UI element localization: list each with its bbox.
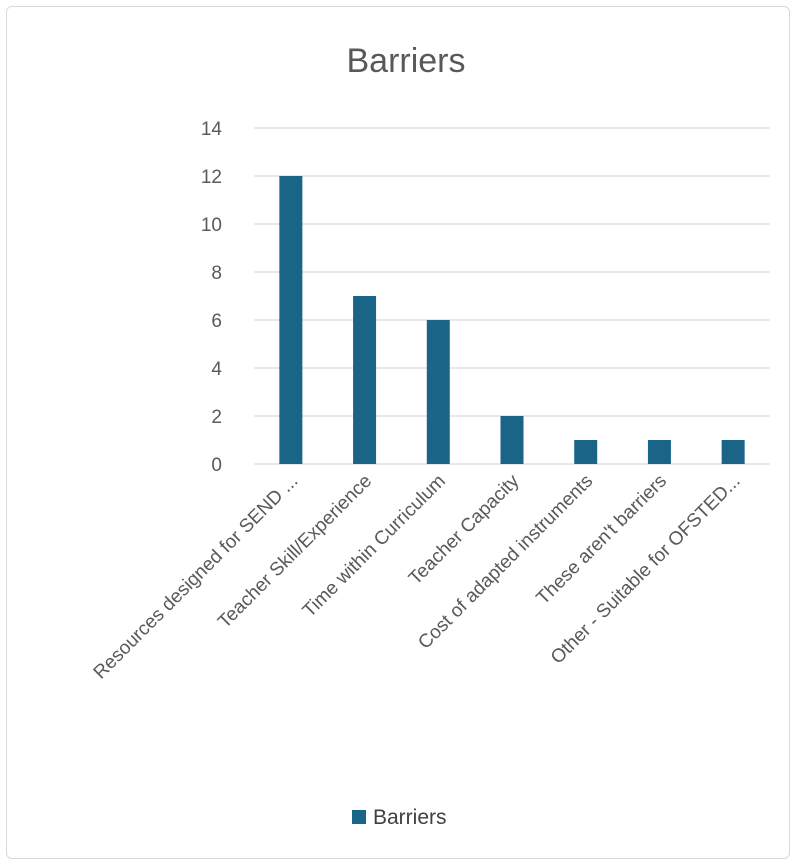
bar <box>353 296 377 464</box>
x-category-label: Time within Curriculum <box>299 471 450 622</box>
bar <box>721 440 745 464</box>
chart-area <box>6 6 790 859</box>
chart-title: Barriers <box>346 42 465 80</box>
y-tick-label: 0 <box>211 455 222 476</box>
y-tick-label: 6 <box>211 311 222 332</box>
y-axis-ticks: 0 2 4 6 8 10 12 14 <box>201 119 223 476</box>
y-tick-label: 10 <box>201 215 222 236</box>
bars <box>279 176 745 464</box>
gridlines <box>254 127 770 465</box>
x-category-label: Teacher Skill/Experience <box>214 471 376 633</box>
bar <box>647 440 671 464</box>
legend: Barriers <box>352 806 447 829</box>
bar <box>500 416 524 464</box>
x-axis-categories: Resources designed for SEND ...Teacher S… <box>90 470 745 683</box>
y-tick-label: 2 <box>211 407 222 428</box>
y-tick-label: 12 <box>201 167 222 188</box>
bar <box>279 176 303 464</box>
legend-label: Barriers <box>373 806 447 829</box>
y-tick-label: 4 <box>211 359 222 380</box>
legend-swatch <box>352 810 366 824</box>
bar <box>426 320 450 464</box>
bar <box>574 440 598 464</box>
y-tick-label: 8 <box>211 263 222 284</box>
y-tick-label: 14 <box>201 119 223 140</box>
x-category-label: These aren't barriers <box>533 471 671 609</box>
